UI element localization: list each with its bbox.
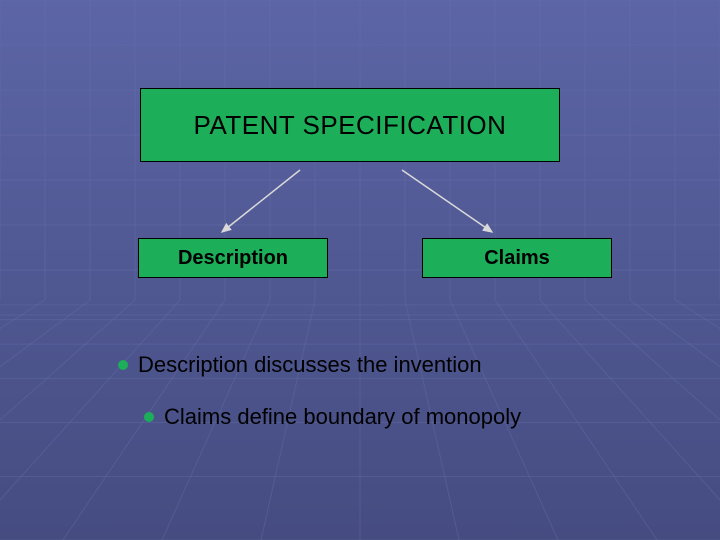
bullet-dot-icon xyxy=(118,360,128,370)
arrow-left xyxy=(214,162,308,240)
bullet-dot-icon xyxy=(144,412,154,422)
content-layer: PATENT SPECIFICATION Description Claims … xyxy=(0,0,720,540)
arrow-right xyxy=(394,162,500,240)
claims-label: Claims xyxy=(484,247,550,270)
claims-box: Claims xyxy=(422,238,612,278)
title-text: PATENT SPECIFICATION xyxy=(194,110,507,141)
bullet-1: Description discusses the invention xyxy=(118,352,482,378)
bullet-1-text: Description discusses the invention xyxy=(138,352,482,378)
description-label: Description xyxy=(178,247,288,270)
bullet-2-text: Claims define boundary of monopoly xyxy=(164,404,521,430)
slide: PATENT SPECIFICATION Description Claims … xyxy=(0,0,720,540)
title-box: PATENT SPECIFICATION xyxy=(140,88,560,162)
description-box: Description xyxy=(138,238,328,278)
bullet-2: Claims define boundary of monopoly xyxy=(144,404,521,430)
